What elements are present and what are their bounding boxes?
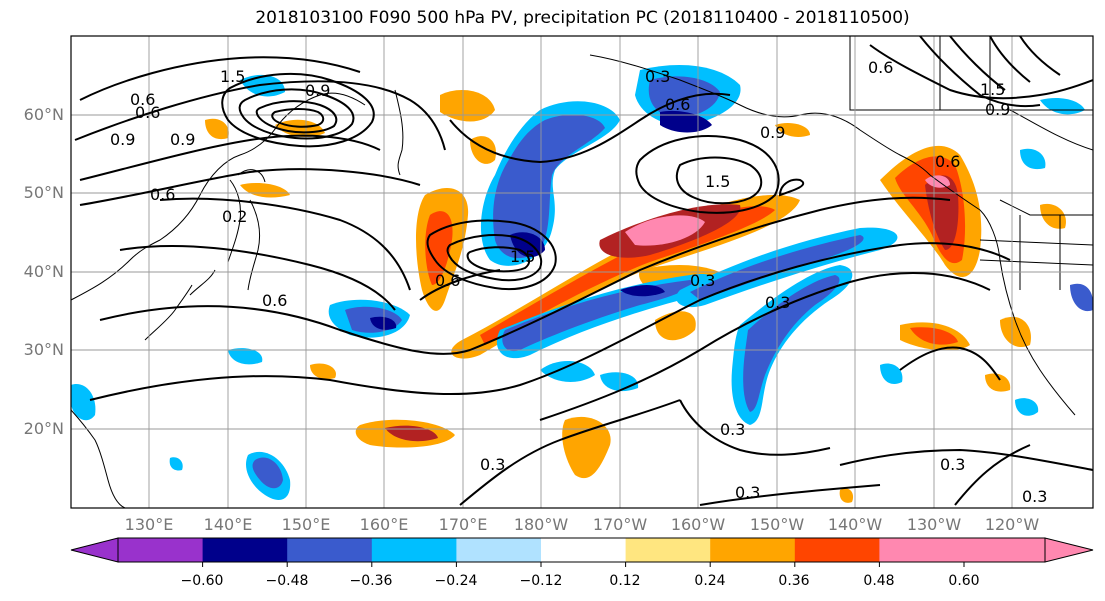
lon-label: 130°E xyxy=(124,515,174,534)
lon-label: 150°E xyxy=(281,515,331,534)
colorbar-frame xyxy=(117,537,1046,563)
contour-label: 0.3 xyxy=(480,455,505,474)
lat-label: 30°N xyxy=(23,340,64,359)
contour-label: 0.6 xyxy=(150,185,175,204)
lat-label: 20°N xyxy=(23,419,64,438)
contour-label: 1.5 xyxy=(980,80,1005,99)
colorbar-swatch xyxy=(625,538,711,562)
colorbar-swatch xyxy=(794,538,880,562)
contour-label: 0.3 xyxy=(690,271,715,290)
lat-label: 40°N xyxy=(23,262,64,281)
colorbar-tick-label: −0.12 xyxy=(519,573,563,589)
contour-label: 0.3 xyxy=(645,67,670,86)
colorbar-swatch xyxy=(118,538,204,562)
contour-label: 0.2 xyxy=(222,207,247,226)
lon-label: 160°W xyxy=(670,515,726,534)
contour-label: 1.5 xyxy=(705,172,730,191)
contour-label: 0.9 xyxy=(110,130,135,149)
map-area: 1.5 0.9 0.6 0.9 0.3 0.6 0.9 1.5 0.6 0.6 … xyxy=(71,36,1093,508)
lon-label: 120°W xyxy=(984,515,1040,534)
contour-label: 1.5 xyxy=(510,247,535,266)
contour-label: 0.3 xyxy=(765,293,790,312)
lon-label: 130°W xyxy=(906,515,962,534)
contour-label: 0.6 xyxy=(935,152,960,171)
colorbar-swatch xyxy=(456,538,542,562)
colorbar-swatch xyxy=(287,538,373,562)
contour-label: 0.3 xyxy=(940,455,965,474)
contour-label: 0.3 xyxy=(1022,487,1047,506)
colorbar-tick-label: 0.12 xyxy=(609,573,641,589)
contour-label: 0.3 xyxy=(720,420,745,439)
lon-label: 140°W xyxy=(827,515,883,534)
map-frame xyxy=(70,35,1094,509)
contour-label: 0.3 xyxy=(735,483,760,502)
colorbar-tick-label: 0.48 xyxy=(863,573,895,589)
colorbar xyxy=(70,537,1094,567)
contour-label: 0.6 xyxy=(665,95,690,114)
colorbar-tick-label: 0.60 xyxy=(948,573,980,589)
contour-label: 0.6 xyxy=(868,58,893,77)
colorbar-swatch xyxy=(202,538,288,562)
colorbar-swatch xyxy=(879,538,1045,562)
lat-label: 50°N xyxy=(23,183,64,202)
contour-label: 0.6 xyxy=(135,103,160,122)
contour-label: 0.9 xyxy=(985,100,1010,119)
colorbar-tick-label: −0.48 xyxy=(265,573,309,589)
colorbar-tick-label: −0.24 xyxy=(434,573,478,589)
colorbar-swatch xyxy=(371,538,457,562)
colorbar-tick-label: −0.60 xyxy=(180,573,224,589)
colorbar-swatch xyxy=(541,538,627,562)
lon-label: 150°W xyxy=(749,515,805,534)
contour-label: 1.5 xyxy=(220,67,245,86)
coastlines xyxy=(71,36,1093,508)
colorbar-tick-label: 0.36 xyxy=(778,573,810,589)
contour-labels: 1.5 0.9 0.6 0.9 0.3 0.6 0.9 1.5 0.6 0.6 … xyxy=(110,58,1047,506)
contour-label: 0.9 xyxy=(305,81,330,100)
figure-title: 2018103100 F090 500 hPa PV, precipitatio… xyxy=(255,8,910,28)
lon-label: 180°W xyxy=(513,515,569,534)
lon-label: 140°E xyxy=(203,515,253,534)
lon-label: 170°W xyxy=(592,515,648,534)
contour-label: 0.9 xyxy=(760,123,785,142)
lon-label: 160°E xyxy=(359,515,409,534)
colorbar-tick-label: 0.24 xyxy=(694,573,726,589)
colorbar-extend-low xyxy=(70,537,119,563)
pv-contours xyxy=(74,36,1093,506)
contour-label: 0.6 xyxy=(435,271,460,290)
contour-label: 0.6 xyxy=(130,90,155,109)
colorbar-extend-high xyxy=(1044,537,1094,563)
lat-label: 60°N xyxy=(23,105,64,124)
contour-label: 0.6 xyxy=(262,291,287,310)
colorbar-swatch xyxy=(710,538,796,562)
colorbar-tick-label: −0.36 xyxy=(349,573,393,589)
lon-label: 170°E xyxy=(438,515,488,534)
contour-label: 0.9 xyxy=(170,130,195,149)
